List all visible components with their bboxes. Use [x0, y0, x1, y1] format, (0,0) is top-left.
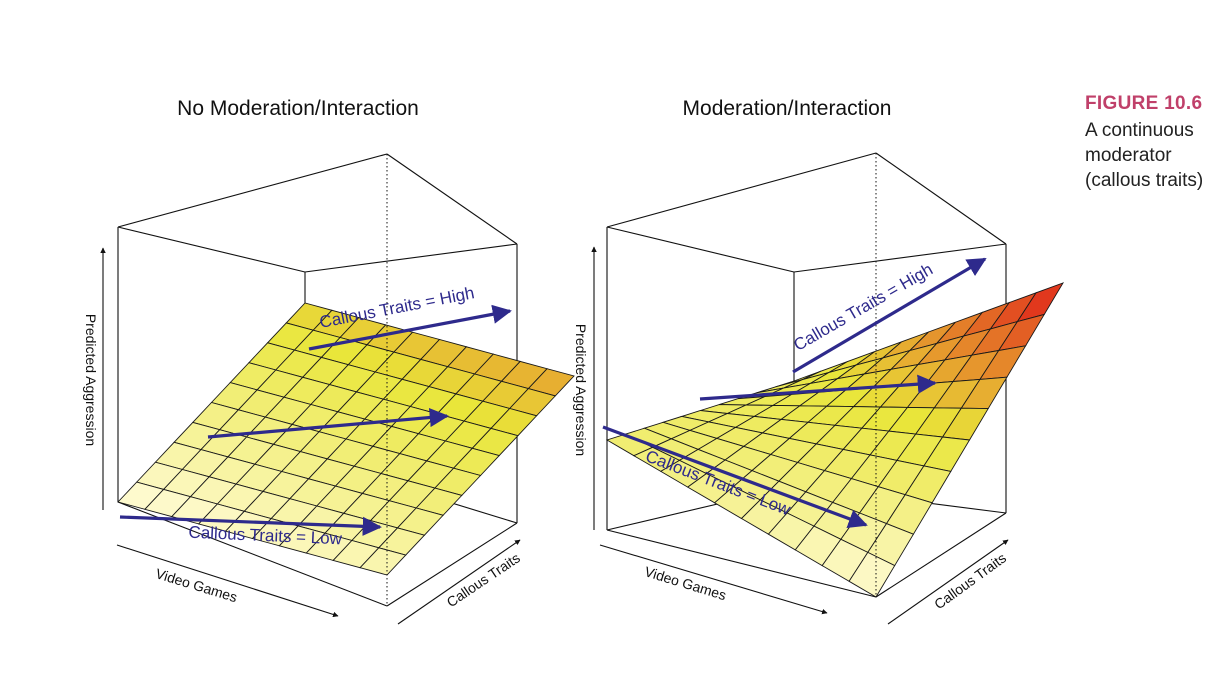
x-axis-label: Video Games [643, 563, 729, 603]
annotation-label-high: Callous Traits = High [318, 283, 476, 332]
box-edge [386, 153, 518, 245]
axis-arrows [591, 246, 1009, 625]
surface-facet [848, 551, 896, 598]
box-edge [793, 243, 1007, 273]
annotation-arrow-low [602, 425, 868, 528]
box-edge [606, 529, 877, 598]
annotation-arrow-low [119, 515, 382, 536]
y-axis-label: Callous Traits [444, 550, 523, 611]
box-edge [117, 226, 306, 273]
y-axis-label: Callous Traits [931, 550, 1009, 613]
annotation-arrow-high [308, 304, 512, 351]
surface-facet [359, 547, 407, 576]
annotation-arrow-mid [699, 374, 937, 401]
figure-caption: FIGURE 10.6 A continuous moderator (call… [1085, 93, 1225, 193]
panel-moderation: Moderation/Interaction Predicted Aggress… [573, 97, 1065, 625]
box-edge [304, 243, 518, 273]
surface-right [605, 282, 1065, 598]
box-edge [117, 153, 388, 228]
annotation-arrow-high [792, 257, 987, 374]
z-axis-label: Predicted Aggression [573, 324, 589, 456]
y-axis-arrow [397, 539, 521, 625]
box-edge [606, 152, 877, 228]
plot-box-front [606, 153, 1007, 598]
box-edge [875, 512, 1007, 598]
box-edge [386, 522, 518, 607]
x-axis-arrow [116, 544, 339, 618]
chart-title: Moderation/Interaction [683, 97, 892, 120]
plot-box-back [606, 152, 1007, 531]
chart-title: No Moderation/Interaction [177, 97, 419, 120]
z-axis-label: Predicted Aggression [83, 314, 99, 446]
surface-left [117, 302, 575, 576]
figure-caption-text: A continuous moderator (callous traits) [1085, 120, 1204, 191]
x-axis-label: Video Games [154, 565, 240, 605]
panel-no-moderation: No Moderation/Interaction Predi [83, 97, 575, 625]
box-edge [875, 152, 1007, 245]
figure-label: FIGURE 10.6 [1085, 93, 1203, 114]
x-axis-arrow [599, 544, 828, 615]
annotation-arrow-mid [207, 407, 449, 439]
axis-arrows [100, 247, 521, 625]
y-axis-arrow [887, 539, 1009, 625]
box-edge [606, 226, 795, 273]
